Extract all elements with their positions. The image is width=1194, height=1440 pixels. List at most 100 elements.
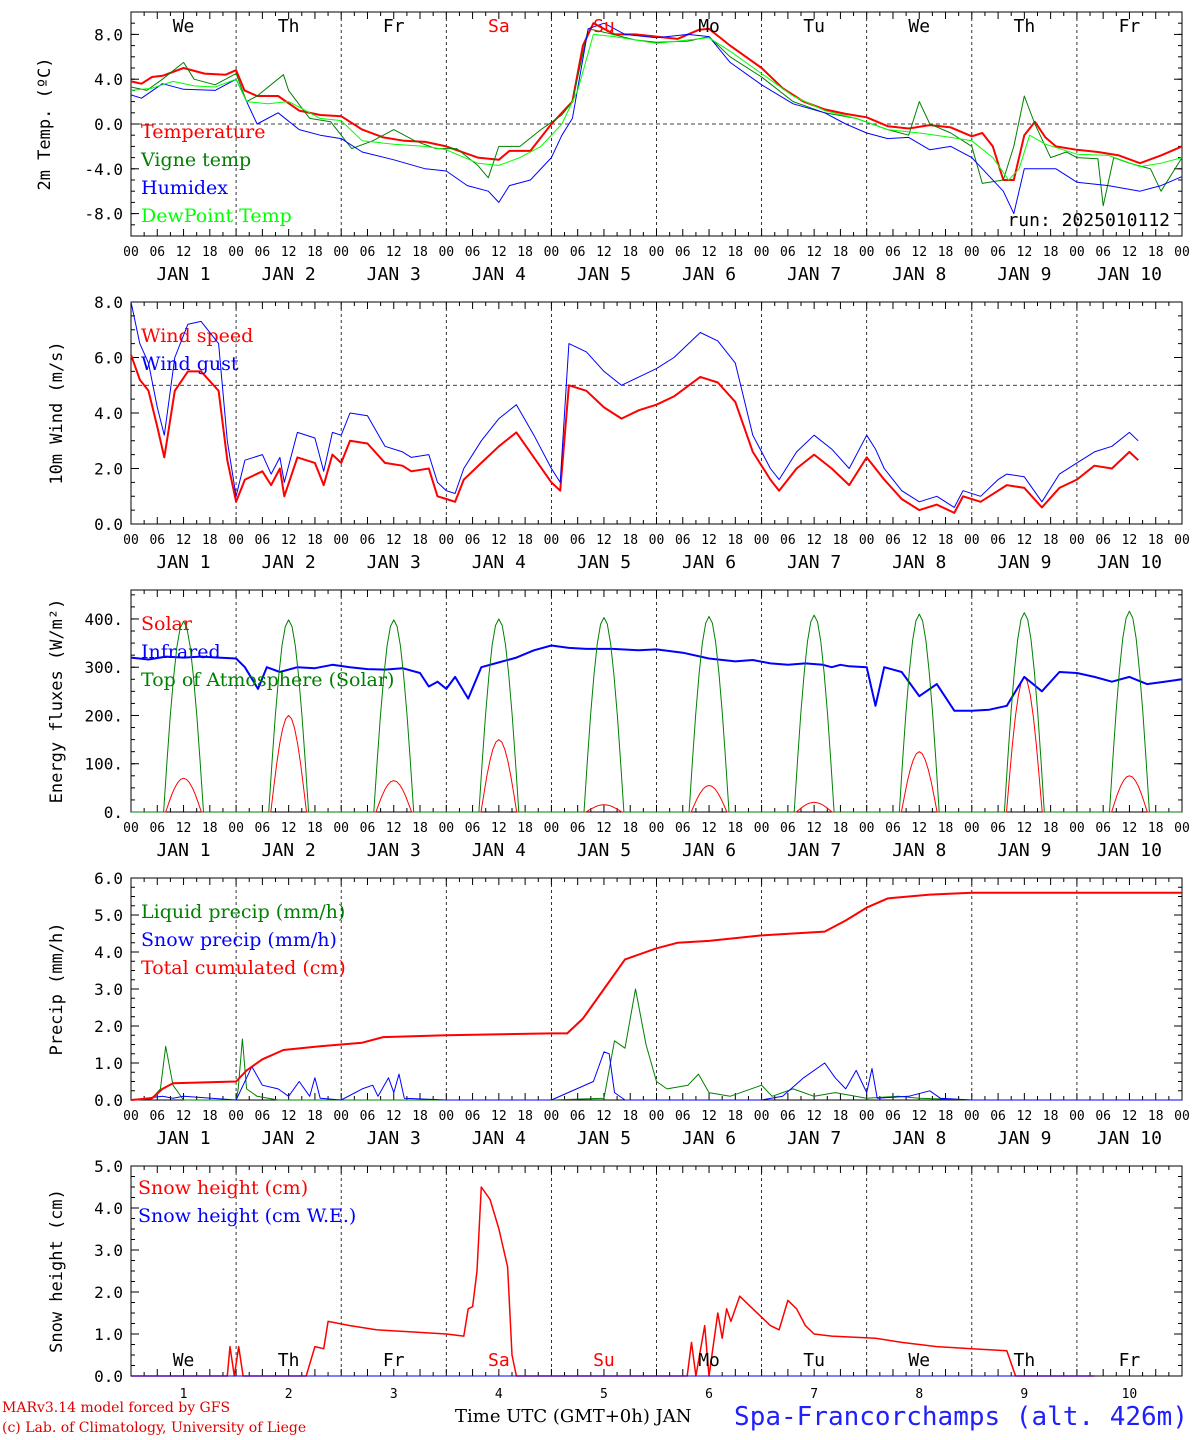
station-name: Spa-Francorchamps (alt. 426m): [734, 1402, 1188, 1432]
y-tick-label: -4.0: [84, 160, 123, 179]
credit-line-1: MARv3.14 model forced by GFS: [2, 1400, 231, 1416]
hour-tick-label: 00: [438, 245, 454, 260]
series-line: [131, 610, 1182, 813]
series-line: [130, 301, 1139, 508]
hour-tick-label: 00: [438, 1109, 454, 1124]
day-label: JAN 1: [156, 1128, 210, 1149]
hour-tick-label: 18: [202, 821, 218, 836]
hour-tick-label: 12: [596, 1109, 612, 1124]
hour-tick-label: 12: [281, 533, 297, 548]
legend-entry: Wind gust: [141, 353, 239, 375]
hour-tick-label: 06: [149, 533, 165, 548]
hour-tick-label: 00: [1069, 1109, 1085, 1124]
hour-tick-label: 00: [754, 533, 770, 548]
hour-tick-label: 18: [202, 533, 218, 548]
hour-tick-label: 18: [307, 1109, 323, 1124]
hour-tick-label: 00: [438, 533, 454, 548]
hour-tick-label: 06: [465, 821, 481, 836]
y-tick-label: -8.0: [84, 205, 123, 224]
day-label: JAN 2: [262, 264, 316, 285]
hour-tick-label: 00: [859, 821, 875, 836]
hour-tick-label: 12: [911, 245, 927, 260]
day-label: JAN 10: [1097, 1128, 1162, 1149]
hour-tick-label: 00: [228, 1109, 244, 1124]
hour-tick-label: 00: [1174, 821, 1190, 836]
hour-tick-label: 06: [780, 1109, 796, 1124]
series-line: [130, 22, 1183, 181]
hour-tick-label: 06: [675, 245, 691, 260]
hour-tick-label: 00: [333, 821, 349, 836]
weekday-label: Su: [593, 16, 615, 37]
hour-tick-label: 06: [675, 533, 691, 548]
hour-tick-label: 06: [885, 821, 901, 836]
legend-entry: Wind speed: [141, 325, 253, 347]
hour-tick-label: 00: [859, 533, 875, 548]
hour-tick-label: 12: [491, 533, 507, 548]
day-label: JAN 6: [682, 840, 736, 861]
hour-tick-label: 12: [176, 821, 192, 836]
hour-tick-label: 00: [1069, 533, 1085, 548]
hour-tick-label: 00: [1069, 245, 1085, 260]
hour-tick-label: 00: [438, 821, 454, 836]
hour-tick-label: 12: [701, 821, 717, 836]
hour-tick-label: 12: [701, 245, 717, 260]
weekday-label: Mo: [698, 1350, 720, 1371]
day-label: JAN 8: [892, 552, 946, 573]
day-label: JAN 10: [1097, 840, 1162, 861]
y-tick-label: 5.0: [94, 906, 123, 925]
legend-entry: Snow height (cm W.E.): [138, 1205, 356, 1227]
day-label: JAN 7: [787, 1128, 841, 1149]
hour-tick-label: 18: [412, 1109, 428, 1124]
hour-tick-label: 18: [517, 533, 533, 548]
day-label: JAN 9: [997, 840, 1051, 861]
day-label: JAN 5: [577, 552, 631, 573]
weekday-label: We: [908, 16, 930, 37]
hour-tick-label: 18: [517, 821, 533, 836]
hour-tick-label: 00: [333, 1109, 349, 1124]
legend-entry: Vigne temp: [140, 149, 251, 171]
y-tick-label: 6.0: [94, 349, 123, 368]
weekday-label: Th: [1014, 16, 1036, 37]
day-label: JAN 1: [156, 264, 210, 285]
hour-tick-label: 06: [780, 821, 796, 836]
day-number: 1: [180, 1387, 188, 1400]
panel-2: 0.0 2.0 4.0 6.0 8.0 10m Wind (m/s) 00 06 12 18 00 0…: [47, 293, 1190, 573]
weekday-label: Fr: [1119, 1350, 1141, 1371]
y-axis-label: 10m Wind (m/s): [47, 341, 67, 484]
hour-tick-label: 18: [833, 245, 849, 260]
day-label: JAN 7: [787, 552, 841, 573]
hour-tick-label: 06: [990, 1109, 1006, 1124]
hour-tick-label: 00: [964, 821, 980, 836]
hour-tick-label: 00: [228, 245, 244, 260]
y-tick-label: 2.0: [94, 460, 123, 479]
hour-tick-label: 18: [622, 245, 638, 260]
hour-tick-label: 00: [754, 821, 770, 836]
hour-tick-label: 12: [176, 245, 192, 260]
legend-entry: Humidex: [141, 177, 228, 199]
day-label: JAN 6: [682, 264, 736, 285]
y-tick-label: 4.0: [94, 70, 123, 89]
hour-tick-label: 00: [964, 533, 980, 548]
hour-tick-label: 06: [885, 533, 901, 548]
hour-tick-label: 06: [570, 245, 586, 260]
hour-tick-label: 06: [885, 245, 901, 260]
hour-tick-label: 06: [465, 533, 481, 548]
series-line: [131, 676, 1182, 813]
hour-tick-label: 06: [1095, 1109, 1111, 1124]
hour-tick-label: 18: [1043, 245, 1059, 260]
y-axis-label: 2m Temp. (ºC): [35, 57, 55, 190]
legend-entry: Infrared: [141, 641, 221, 663]
hour-tick-label: 12: [806, 821, 822, 836]
day-label: JAN 3: [367, 1128, 421, 1149]
series-line: [130, 354, 1139, 514]
hour-tick-label: 12: [1122, 245, 1138, 260]
y-tick-label: 2.0: [94, 1283, 123, 1302]
hour-tick-label: 00: [859, 1109, 875, 1124]
series-line: [130, 891, 1182, 1101]
hour-tick-label: 06: [1095, 821, 1111, 836]
hour-tick-label: 06: [149, 1109, 165, 1124]
hour-tick-label: 00: [228, 821, 244, 836]
hour-tick-label: 06: [149, 245, 165, 260]
y-tick-label: 3.0: [94, 980, 123, 999]
hour-tick-label: 06: [780, 245, 796, 260]
